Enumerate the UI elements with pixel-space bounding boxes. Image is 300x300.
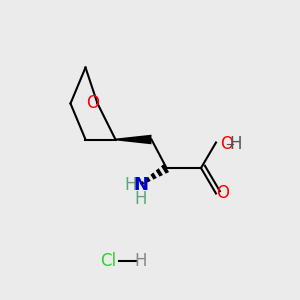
Text: H: H [124,176,136,194]
Text: H: H [135,252,147,270]
Polygon shape [145,177,151,182]
Text: N: N [133,176,148,194]
Polygon shape [140,181,145,185]
Text: Cl: Cl [100,252,116,270]
Polygon shape [116,135,152,144]
Text: H: H [134,190,147,208]
Polygon shape [156,168,163,177]
Polygon shape [161,164,169,174]
Text: O: O [220,135,233,153]
Text: H: H [229,135,242,153]
Polygon shape [151,172,157,180]
Text: O: O [86,94,100,112]
Text: O: O [216,184,229,202]
